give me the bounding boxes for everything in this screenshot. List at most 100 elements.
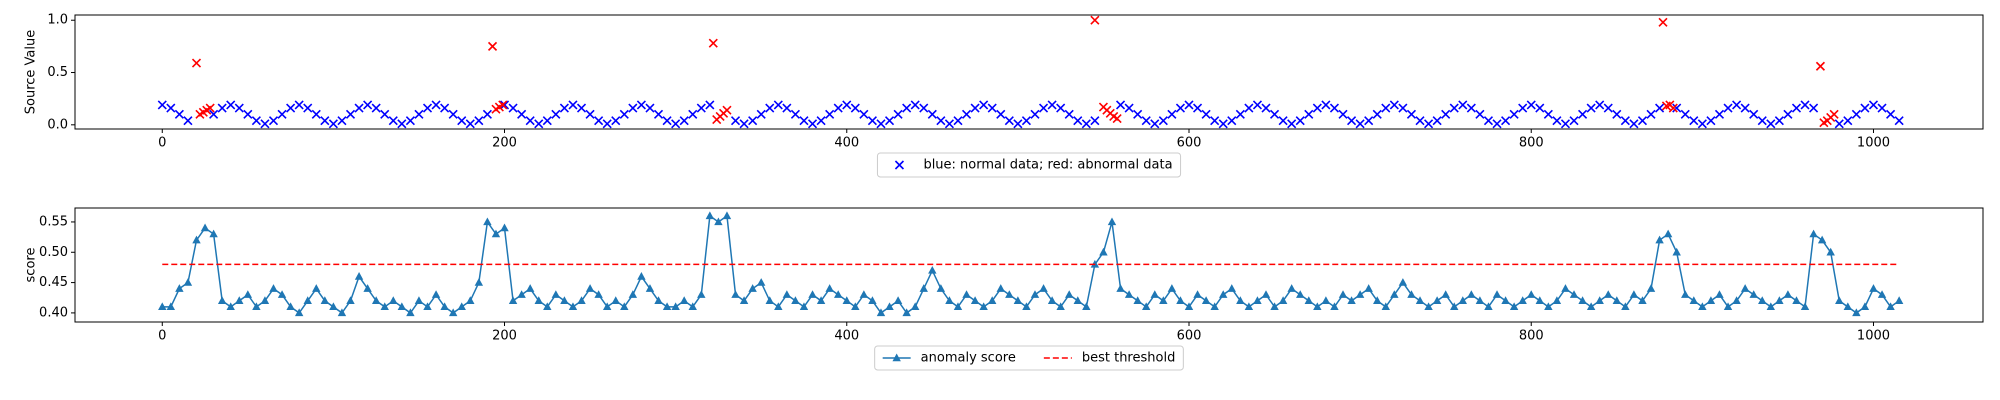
marker-x bbox=[653, 109, 664, 119]
marker-x bbox=[1201, 109, 1211, 119]
marker-triangle bbox=[936, 284, 946, 292]
marker-triangle bbox=[1672, 247, 1681, 256]
marker-triangle bbox=[500, 223, 509, 232]
marker-x bbox=[183, 116, 193, 126]
marker-x bbox=[559, 103, 569, 113]
marker-x bbox=[414, 109, 424, 119]
marker-triangle bbox=[791, 296, 800, 304]
marker-triangle bbox=[1621, 302, 1630, 311]
marker-triangle bbox=[825, 284, 834, 292]
marker-x bbox=[688, 109, 698, 119]
marker-x bbox=[1800, 100, 1810, 110]
marker-triangle bbox=[1800, 302, 1810, 311]
marker-x bbox=[611, 116, 621, 126]
marker-x bbox=[1851, 109, 1861, 119]
marker-triangle bbox=[1681, 290, 1690, 298]
marker-triangle bbox=[252, 302, 261, 311]
marker-x bbox=[671, 119, 681, 129]
marker-x bbox=[1714, 109, 1725, 119]
marker-x bbox=[1424, 119, 1434, 129]
marker-triangle bbox=[474, 278, 484, 286]
marker-x bbox=[662, 116, 672, 126]
x-tick-label: 600 bbox=[1177, 329, 1202, 344]
marker-x bbox=[730, 116, 741, 126]
marker-triangle bbox=[1809, 229, 1818, 238]
marker-x bbox=[303, 103, 313, 113]
marker-x bbox=[1774, 116, 1784, 126]
marker-triangle bbox=[1227, 284, 1236, 292]
marker-triangle bbox=[517, 290, 526, 298]
marker-triangle bbox=[988, 296, 997, 304]
marker-x bbox=[1868, 100, 1879, 110]
marker-x bbox=[542, 116, 552, 126]
marker-triangle bbox=[1450, 302, 1459, 311]
marker-x bbox=[1038, 103, 1049, 113]
marker-x bbox=[1501, 116, 1511, 126]
marker-x bbox=[251, 116, 261, 126]
marker-triangle bbox=[1133, 296, 1142, 304]
marker-x bbox=[1415, 116, 1425, 126]
marker-x bbox=[1287, 119, 1297, 129]
marker-triangle bbox=[1244, 302, 1254, 311]
marker-x bbox=[807, 119, 818, 129]
marker-triangle bbox=[1518, 296, 1527, 304]
marker-x bbox=[1458, 100, 1468, 110]
marker-triangle bbox=[1167, 284, 1177, 292]
marker-x bbox=[1535, 103, 1545, 113]
marker-x bbox=[1004, 116, 1014, 126]
marker-x bbox=[739, 119, 749, 129]
marker-x bbox=[1843, 116, 1853, 126]
marker-x bbox=[1629, 119, 1639, 129]
marker-triangle bbox=[602, 302, 612, 311]
legend-item: blue: normal data; red: abnormal data bbox=[894, 158, 1173, 173]
marker-triangle bbox=[748, 284, 757, 292]
marker-triangle bbox=[1655, 235, 1664, 244]
marker-triangle bbox=[782, 290, 792, 298]
marker-x bbox=[1269, 109, 1280, 119]
marker-x bbox=[927, 109, 937, 119]
marker-triangle bbox=[200, 223, 210, 232]
marker-x bbox=[1432, 116, 1442, 126]
marker-triangle bbox=[1005, 290, 1014, 298]
marker-x bbox=[773, 100, 783, 110]
y-tick-label: 0.50 bbox=[39, 245, 68, 260]
marker-triangle bbox=[1116, 284, 1125, 292]
marker-triangle bbox=[1355, 290, 1365, 298]
marker-x bbox=[1749, 109, 1759, 119]
marker-triangle bbox=[1039, 284, 1048, 292]
marker-x bbox=[619, 109, 629, 119]
marker-triangle bbox=[705, 211, 715, 220]
marker-triangle bbox=[1236, 296, 1245, 304]
marker-x bbox=[174, 109, 184, 119]
marker-triangle bbox=[1030, 290, 1040, 298]
marker-triangle bbox=[892, 353, 901, 362]
marker-triangle bbox=[1843, 302, 1853, 311]
marker-x bbox=[1449, 103, 1459, 113]
marker-x bbox=[337, 116, 347, 126]
marker-triangle bbox=[1817, 235, 1827, 244]
marker-x bbox=[1809, 103, 1819, 113]
marker-x bbox=[902, 103, 912, 113]
marker-triangle bbox=[834, 290, 843, 298]
y-tick-label: 0.5 bbox=[47, 65, 68, 80]
marker-x bbox=[910, 100, 920, 110]
marker-triangle bbox=[235, 296, 244, 304]
marker-triangle bbox=[859, 290, 869, 298]
marker-x bbox=[1834, 119, 1844, 129]
marker-x bbox=[961, 109, 972, 119]
marker-x bbox=[1175, 103, 1186, 113]
legend-label: anomaly score bbox=[921, 351, 1016, 366]
marker-x bbox=[363, 100, 373, 110]
marker-x bbox=[286, 103, 296, 113]
marker-x bbox=[1030, 109, 1040, 119]
marker-triangle bbox=[1852, 308, 1861, 317]
marker-x bbox=[1115, 100, 1126, 110]
marker-triangle bbox=[953, 302, 963, 311]
marker-triangle bbox=[774, 302, 783, 311]
x-tick-label: 200 bbox=[492, 136, 517, 151]
marker-x bbox=[311, 109, 321, 119]
marker-x bbox=[996, 109, 1006, 119]
marker-triangle bbox=[1826, 247, 1835, 256]
marker-triangle bbox=[243, 290, 253, 298]
marker-triangle bbox=[1013, 296, 1023, 304]
